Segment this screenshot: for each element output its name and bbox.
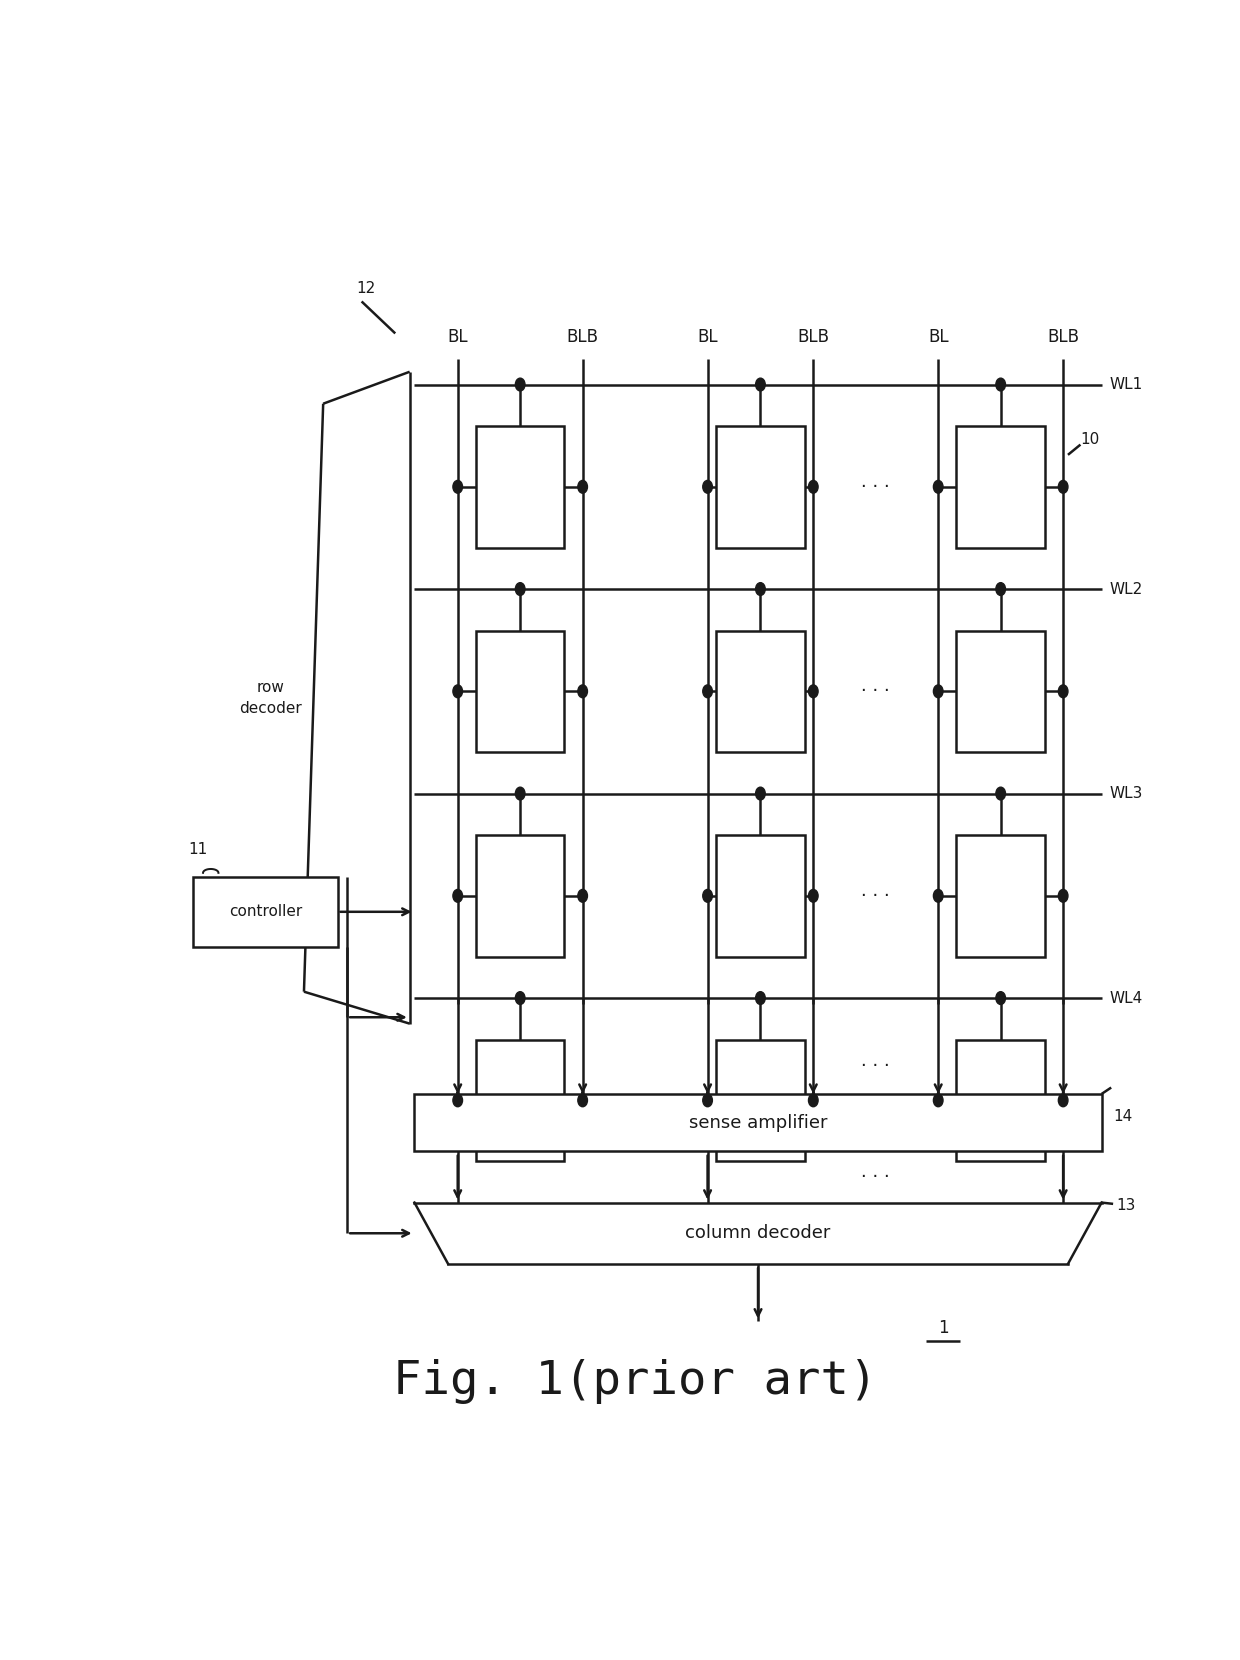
Circle shape bbox=[934, 480, 942, 493]
Text: controller: controller bbox=[229, 905, 303, 920]
Text: WL1: WL1 bbox=[1110, 377, 1142, 392]
Text: · · ·: · · · bbox=[862, 478, 890, 496]
Text: 14: 14 bbox=[1114, 1109, 1132, 1124]
Circle shape bbox=[516, 991, 525, 1004]
Circle shape bbox=[996, 583, 1006, 596]
Text: BL: BL bbox=[928, 329, 949, 347]
Text: BLB: BLB bbox=[797, 329, 830, 347]
Bar bbox=[956, 631, 1045, 752]
Text: · · ·: · · · bbox=[862, 1091, 890, 1109]
Circle shape bbox=[453, 686, 463, 697]
Circle shape bbox=[578, 686, 588, 697]
Circle shape bbox=[808, 480, 818, 493]
Circle shape bbox=[703, 1094, 712, 1107]
Bar bbox=[414, 1094, 1101, 1152]
Bar bbox=[476, 1039, 564, 1160]
Bar bbox=[717, 1039, 805, 1160]
Text: WL3: WL3 bbox=[1110, 787, 1142, 802]
Text: 12: 12 bbox=[357, 281, 376, 295]
Bar bbox=[956, 427, 1045, 548]
Bar bbox=[476, 427, 564, 548]
Circle shape bbox=[755, 583, 765, 596]
Text: BL: BL bbox=[697, 329, 718, 347]
Circle shape bbox=[808, 1094, 818, 1107]
Bar bbox=[717, 427, 805, 548]
Circle shape bbox=[703, 686, 712, 697]
Circle shape bbox=[453, 1094, 463, 1107]
Circle shape bbox=[1058, 686, 1068, 697]
Circle shape bbox=[1058, 890, 1068, 903]
Circle shape bbox=[934, 686, 942, 697]
Circle shape bbox=[516, 378, 525, 392]
Circle shape bbox=[578, 890, 588, 903]
Circle shape bbox=[996, 991, 1006, 1004]
Circle shape bbox=[934, 890, 942, 903]
Bar bbox=[476, 835, 564, 956]
Bar bbox=[956, 835, 1045, 956]
Circle shape bbox=[934, 1094, 942, 1107]
Text: · · ·: · · · bbox=[862, 886, 890, 905]
Text: 11: 11 bbox=[188, 843, 208, 858]
Circle shape bbox=[453, 890, 463, 903]
Text: BLB: BLB bbox=[1047, 329, 1079, 347]
Circle shape bbox=[516, 583, 525, 596]
Circle shape bbox=[755, 787, 765, 800]
Circle shape bbox=[996, 378, 1006, 392]
Circle shape bbox=[578, 1094, 588, 1107]
Circle shape bbox=[755, 991, 765, 1004]
Text: WL2: WL2 bbox=[1110, 581, 1142, 596]
Text: WL4: WL4 bbox=[1110, 991, 1142, 1006]
Text: · · ·: · · · bbox=[862, 1057, 890, 1074]
Text: BL: BL bbox=[448, 329, 467, 347]
Circle shape bbox=[808, 890, 818, 903]
Bar bbox=[193, 876, 337, 946]
Bar bbox=[956, 1039, 1045, 1160]
Circle shape bbox=[453, 480, 463, 493]
Text: 10: 10 bbox=[1080, 432, 1100, 447]
Circle shape bbox=[808, 686, 818, 697]
Text: · · ·: · · · bbox=[862, 682, 890, 701]
Circle shape bbox=[703, 480, 712, 493]
Bar bbox=[717, 631, 805, 752]
Circle shape bbox=[996, 787, 1006, 800]
Text: row
decoder: row decoder bbox=[239, 679, 301, 715]
Circle shape bbox=[578, 480, 588, 493]
Bar bbox=[476, 631, 564, 752]
Circle shape bbox=[1058, 1094, 1068, 1107]
Text: sense amplifier: sense amplifier bbox=[688, 1114, 827, 1132]
Text: · · ·: · · · bbox=[862, 1169, 890, 1185]
Circle shape bbox=[755, 378, 765, 392]
Bar bbox=[717, 835, 805, 956]
Text: 1: 1 bbox=[937, 1318, 949, 1336]
Circle shape bbox=[516, 787, 525, 800]
Circle shape bbox=[703, 890, 712, 903]
Text: column decoder: column decoder bbox=[686, 1225, 831, 1242]
Text: BLB: BLB bbox=[567, 329, 599, 347]
Text: Fig. 1(prior art): Fig. 1(prior art) bbox=[393, 1360, 878, 1404]
Circle shape bbox=[1058, 480, 1068, 493]
Text: 13: 13 bbox=[1116, 1197, 1136, 1213]
